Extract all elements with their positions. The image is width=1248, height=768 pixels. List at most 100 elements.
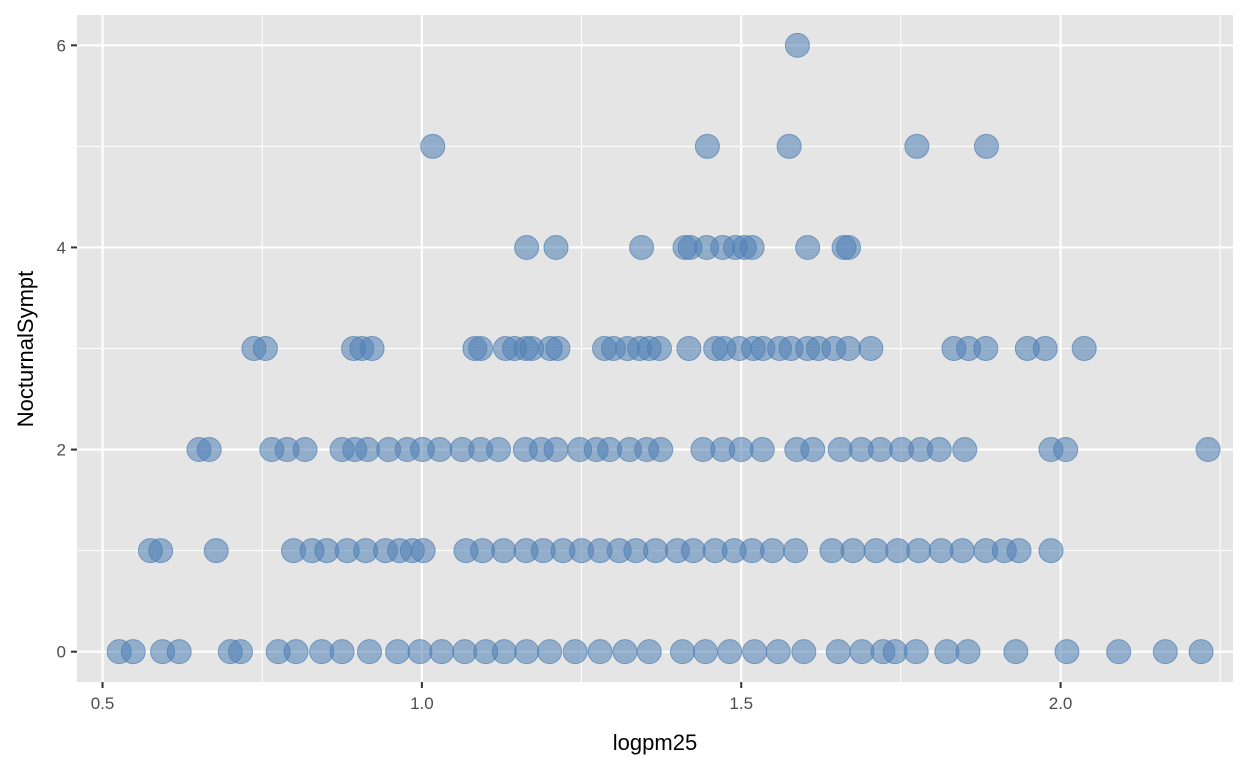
data-point [795, 234, 821, 260]
data-point [784, 32, 810, 58]
data-point [636, 639, 662, 665]
data-point [359, 336, 385, 361]
data-point [904, 133, 930, 159]
data-point [973, 336, 999, 361]
data-point [1032, 336, 1058, 361]
data-point [452, 639, 478, 665]
data-point [791, 639, 817, 665]
data-point [882, 639, 908, 665]
data-point [1152, 639, 1178, 665]
data-point [385, 639, 411, 665]
data-point [420, 133, 446, 159]
axis-ticks [71, 44, 1062, 688]
data-point [292, 437, 318, 463]
data-point [867, 437, 893, 463]
data-point [717, 639, 743, 665]
data-point [825, 639, 851, 665]
y-tick-label: 4 [57, 238, 66, 257]
data-point [955, 639, 981, 665]
data-point [819, 538, 845, 564]
data-point [329, 639, 355, 665]
data-point [728, 437, 754, 463]
data-point [407, 639, 433, 665]
data-point [562, 639, 588, 665]
data-point [148, 538, 174, 564]
y-tick-label: 2 [57, 441, 66, 460]
data-point [468, 336, 494, 361]
data-point [1195, 437, 1221, 463]
data-point [680, 538, 706, 564]
data-point [676, 336, 702, 361]
data-point [470, 538, 496, 564]
data-point [692, 639, 718, 665]
data-point [429, 639, 455, 665]
data-point [646, 336, 672, 361]
data-point [760, 538, 786, 564]
y-axis-tick-labels: 0 2 4 6 [57, 36, 66, 661]
data-point [840, 538, 866, 564]
data-point [543, 437, 569, 463]
data-point [612, 639, 638, 665]
x-tick-label: 2.0 [1049, 694, 1073, 713]
data-point [543, 234, 569, 260]
data-point [739, 234, 765, 260]
data-point [827, 437, 853, 463]
data-point [203, 538, 229, 564]
data-point [166, 639, 192, 665]
x-axis-tick-labels: 0.5 1.0 1.5 2.0 [91, 694, 1073, 713]
data-point [906, 538, 932, 564]
data-point [486, 437, 512, 463]
data-point [949, 538, 975, 564]
y-tick-label: 0 [57, 643, 66, 662]
data-point [410, 538, 436, 564]
data-point [357, 639, 383, 665]
data-point [742, 639, 768, 665]
data-points [106, 32, 1221, 665]
y-tick-label: 6 [57, 36, 66, 55]
data-point [1188, 639, 1214, 665]
data-point [629, 234, 655, 260]
data-point [863, 538, 889, 564]
data-point [749, 437, 775, 463]
data-point [800, 437, 826, 463]
x-tick-label: 1.5 [729, 694, 753, 713]
data-point [858, 336, 884, 361]
data-point [1038, 538, 1064, 564]
data-point [776, 133, 802, 159]
data-point [514, 234, 540, 260]
data-point [1003, 639, 1029, 665]
data-point [849, 639, 875, 665]
data-point [926, 437, 952, 463]
data-point [952, 437, 978, 463]
x-tick-label: 0.5 [91, 694, 115, 713]
data-point [836, 336, 862, 361]
data-point [228, 639, 254, 665]
data-point [120, 639, 146, 665]
data-point [283, 639, 309, 665]
data-point [648, 437, 674, 463]
data-point [545, 336, 571, 361]
data-point [765, 639, 791, 665]
data-point [196, 437, 222, 463]
data-point [491, 639, 517, 665]
data-point [355, 437, 381, 463]
data-point [885, 538, 911, 564]
data-point [427, 437, 453, 463]
data-point [783, 538, 809, 564]
data-point [514, 639, 540, 665]
data-point [643, 538, 669, 564]
data-point [669, 639, 695, 665]
data-point [1053, 437, 1079, 463]
data-point [587, 639, 613, 665]
data-point [973, 133, 999, 159]
x-tick-label: 1.0 [410, 694, 434, 713]
data-point [1071, 336, 1097, 361]
data-point [1006, 538, 1032, 564]
data-point [934, 639, 960, 665]
data-point [537, 639, 563, 665]
data-point [252, 336, 278, 361]
data-point [491, 538, 517, 564]
data-point [928, 538, 954, 564]
data-point [694, 133, 720, 159]
